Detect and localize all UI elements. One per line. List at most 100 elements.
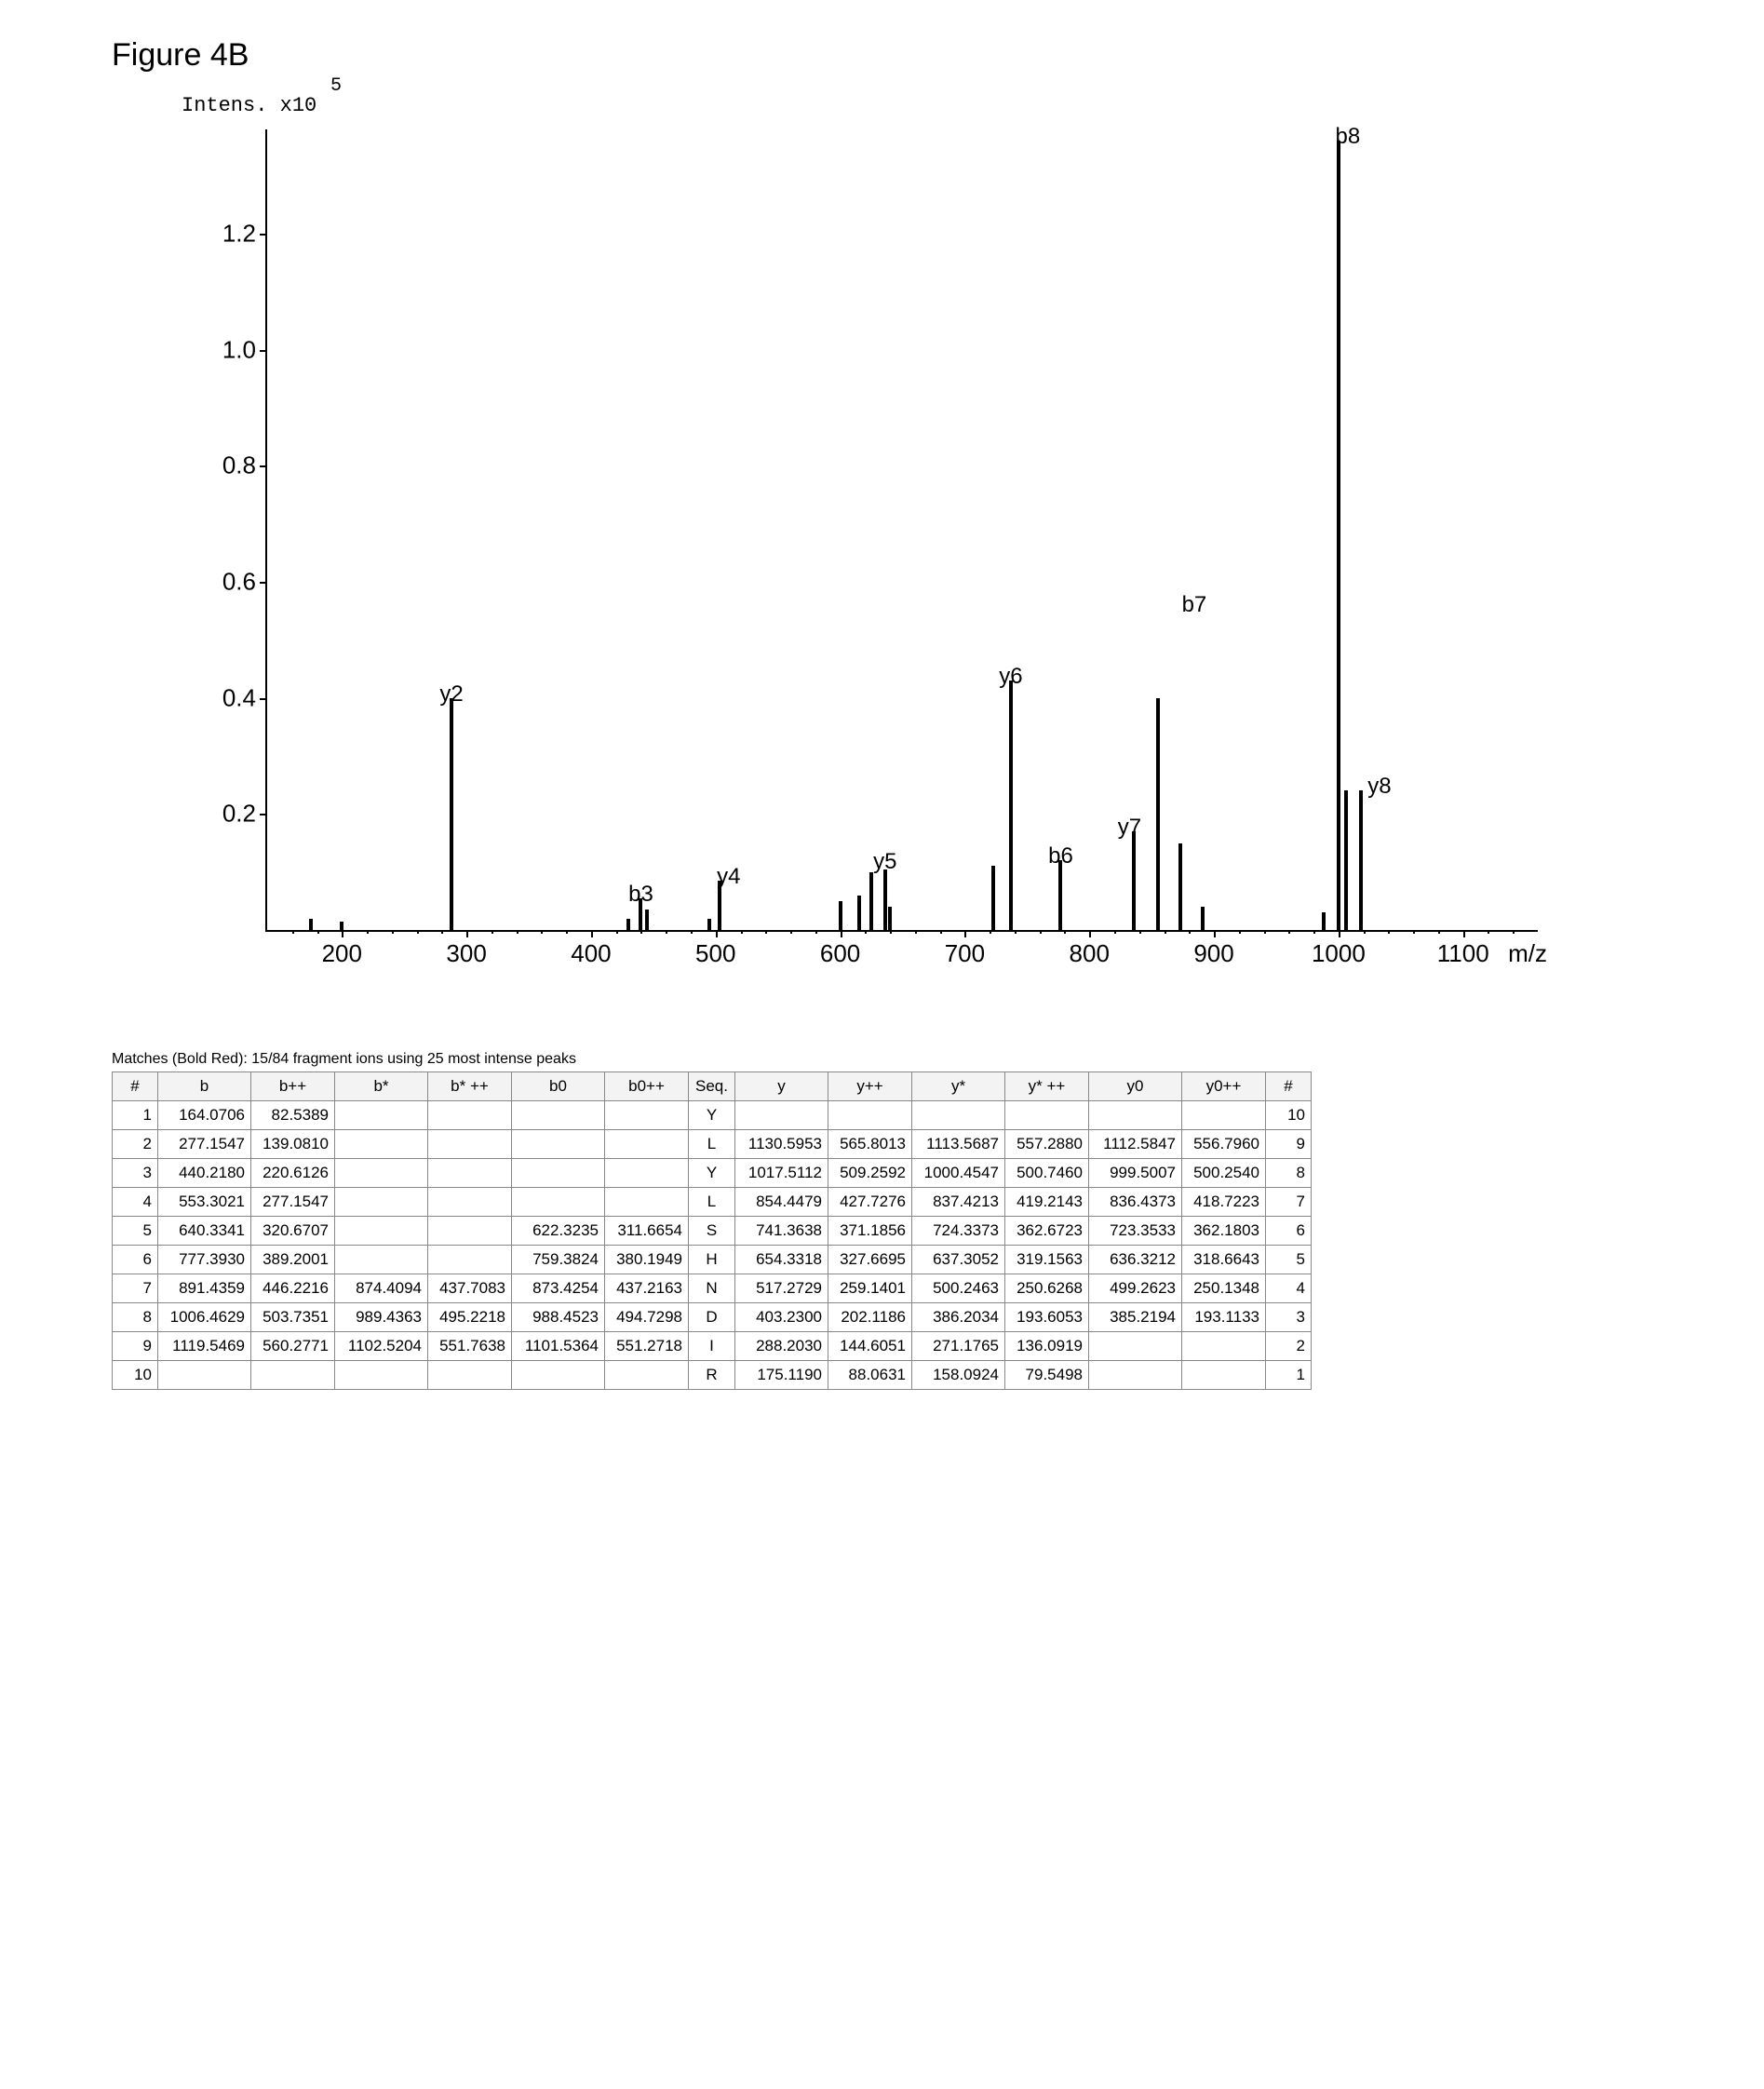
table-cell — [605, 1188, 689, 1217]
table-cell — [605, 1361, 689, 1390]
mass-spectrum-chart: Intens. x10 5 m/z 0.20.40.60.81.01.22003… — [112, 101, 1601, 1014]
spectrum-peak — [1344, 790, 1348, 930]
xtick-minor — [517, 930, 518, 934]
table-cell — [1182, 1101, 1266, 1130]
table-cell: N — [689, 1274, 735, 1303]
table-cell: 193.6053 — [1005, 1303, 1089, 1332]
table-cell: 553.3021 — [158, 1188, 251, 1217]
table-cell: Y — [689, 1101, 735, 1130]
xtick-minor — [790, 930, 792, 934]
table-cell: 158.0924 — [912, 1361, 1005, 1390]
table-header: b* — [335, 1072, 428, 1101]
table-cell: 7 — [113, 1274, 158, 1303]
table-cell: 1017.5112 — [735, 1159, 828, 1188]
table-cell: I — [689, 1332, 735, 1361]
table-cell — [335, 1130, 428, 1159]
xtick-minor — [566, 930, 568, 934]
table-cell: 494.7298 — [605, 1303, 689, 1332]
peak-label: b3 — [628, 882, 653, 908]
xtick-minor — [616, 930, 618, 934]
table-cell: 6 — [1266, 1217, 1312, 1246]
table-cell: 2 — [1266, 1332, 1312, 1361]
table-cell: 144.6051 — [828, 1332, 912, 1361]
table-cell: 193.1133 — [1182, 1303, 1266, 1332]
table-cell: 622.3235 — [512, 1217, 605, 1246]
table-cell: 88.0631 — [828, 1361, 912, 1390]
table-cell: 7 — [1266, 1188, 1312, 1217]
table-cell — [335, 1159, 428, 1188]
table-cell: 427.7276 — [828, 1188, 912, 1217]
table-header: y0++ — [1182, 1072, 1266, 1101]
peak-label: y4 — [717, 864, 740, 890]
table-cell — [335, 1361, 428, 1390]
table-header: b* ++ — [428, 1072, 512, 1101]
table-cell: 2 — [113, 1130, 158, 1159]
table-cell — [1005, 1101, 1089, 1130]
xtick-label: 200 — [322, 930, 362, 968]
spectrum-peak — [626, 919, 630, 930]
table-cell — [605, 1101, 689, 1130]
table-cell — [912, 1101, 1005, 1130]
table-cell: 386.2034 — [912, 1303, 1005, 1332]
xtick-minor — [815, 930, 817, 934]
table-row: 10R175.119088.0631158.092479.54981 — [113, 1361, 1312, 1390]
xtick-label: 800 — [1070, 930, 1110, 968]
table-row: 7891.4359446.2216874.4094437.7083873.425… — [113, 1274, 1312, 1303]
table-cell — [512, 1130, 605, 1159]
table-cell: 636.3212 — [1089, 1246, 1182, 1274]
xtick-minor — [392, 930, 394, 934]
table-row: 1164.070682.5389Y10 — [113, 1101, 1312, 1130]
xtick-minor — [1239, 930, 1241, 934]
peak-label: y6 — [999, 664, 1022, 690]
table-cell: 403.2300 — [735, 1303, 828, 1332]
table-cell: 175.1190 — [735, 1361, 828, 1390]
table-header: y* — [912, 1072, 1005, 1101]
table-cell: 385.2194 — [1089, 1303, 1182, 1332]
table-cell: H — [689, 1246, 735, 1274]
spectrum-peak — [645, 910, 649, 930]
xtick-minor — [765, 930, 767, 934]
table-cell: 999.5007 — [1089, 1159, 1182, 1188]
table-cell: 836.4373 — [1089, 1188, 1182, 1217]
table-cell: 777.3930 — [158, 1246, 251, 1274]
table-cell: 9 — [113, 1332, 158, 1361]
xtick-minor — [1413, 930, 1415, 934]
spectrum-peak — [309, 919, 313, 930]
table-cell: 500.2463 — [912, 1274, 1005, 1303]
table-cell: 419.2143 — [1005, 1188, 1089, 1217]
table-cell: 311.6654 — [605, 1217, 689, 1246]
table-cell: 1130.5953 — [735, 1130, 828, 1159]
xtick-minor — [1488, 930, 1489, 934]
xtick-minor — [1165, 930, 1166, 934]
xtick-minor — [964, 930, 966, 934]
table-cell: 277.1547 — [158, 1130, 251, 1159]
xtick-minor — [367, 930, 369, 934]
table-header: # — [113, 1072, 158, 1101]
xtick-minor — [1313, 930, 1315, 934]
xtick-minor — [1040, 930, 1042, 934]
table-row: 91119.5469560.27711102.5204551.76381101.… — [113, 1332, 1312, 1361]
table-cell: 437.7083 — [428, 1274, 512, 1303]
xtick-minor — [342, 930, 343, 934]
table-cell — [335, 1217, 428, 1246]
table-cell: 1000.4547 — [912, 1159, 1005, 1188]
table-cell: 389.2001 — [251, 1246, 335, 1274]
xtick-label: 700 — [945, 930, 985, 968]
table-cell: 495.2218 — [428, 1303, 512, 1332]
xtick-label: 400 — [571, 930, 611, 968]
table-cell: 500.7460 — [1005, 1159, 1089, 1188]
xtick-minor — [317, 930, 319, 934]
table-cell: 1006.4629 — [158, 1303, 251, 1332]
xtick-minor — [1015, 930, 1017, 934]
table-header: y* ++ — [1005, 1072, 1089, 1101]
peak-label: y5 — [873, 849, 896, 875]
ytick-label: 1.0 — [222, 335, 267, 364]
table-row: 4553.3021277.1547L854.4479427.7276837.42… — [113, 1188, 1312, 1217]
table-cell: 380.1949 — [605, 1246, 689, 1274]
table-cell — [428, 1101, 512, 1130]
table-cell: 319.1563 — [1005, 1246, 1089, 1274]
table-cell: 724.3373 — [912, 1217, 1005, 1246]
table-cell: 202.1186 — [828, 1303, 912, 1332]
spectrum-peak — [991, 866, 995, 930]
spectrum-peak — [1132, 831, 1136, 930]
